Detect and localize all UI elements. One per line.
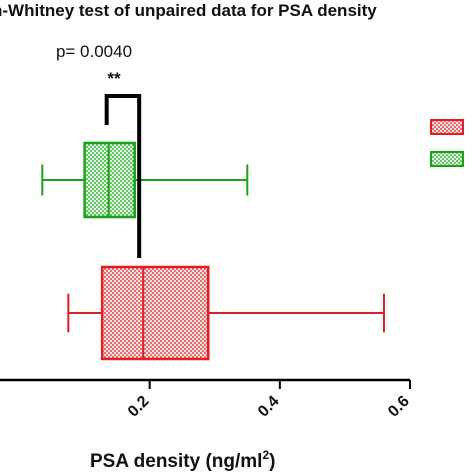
- significance-stars: **: [107, 69, 121, 88]
- x-axis-label-superscript: 2: [262, 448, 269, 462]
- x-tick-label: 0.6: [385, 393, 413, 421]
- p-value-label: p= 0.0040: [56, 42, 132, 61]
- legend: [430, 119, 464, 167]
- box-series-layer: [41, 141, 385, 361]
- x-axis-ticks: 0.2 0.4 0.6: [125, 380, 413, 421]
- x-tick-label: 0.2: [125, 393, 153, 421]
- box-iqr: [100, 265, 210, 361]
- legend-swatch-red: [430, 119, 464, 135]
- x-axis-label: PSA density (ng/ml2): [90, 448, 275, 472]
- significance-bracket: [104, 94, 142, 258]
- x-axis-label-text: PSA density (ng/ml: [90, 451, 262, 472]
- chart-title: n-Whitney test of unpaired data for PSA …: [0, 1, 377, 20]
- x-tick-label: 0.4: [255, 393, 283, 421]
- legend-swatch-green: [430, 151, 464, 167]
- x-axis-label-suffix: ): [269, 451, 275, 472]
- box-series-1: [41, 141, 249, 219]
- box-series-2: [67, 265, 385, 361]
